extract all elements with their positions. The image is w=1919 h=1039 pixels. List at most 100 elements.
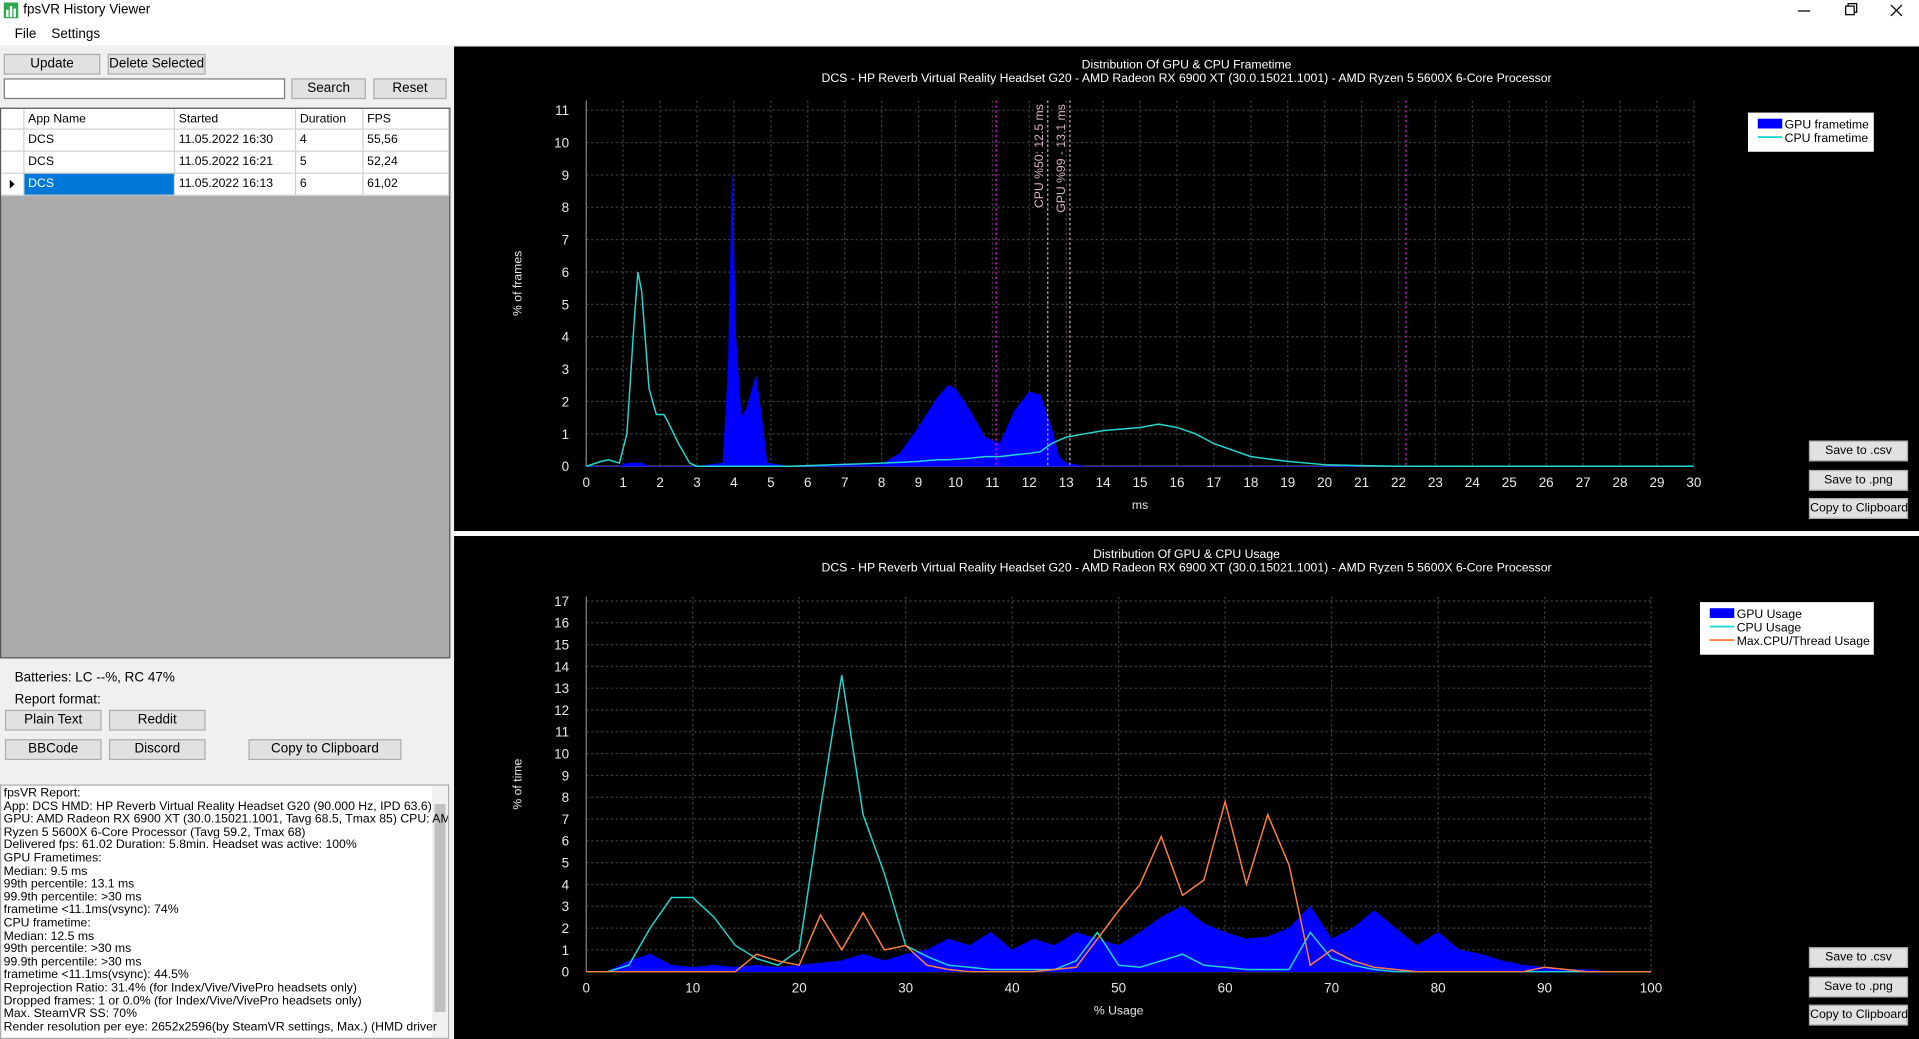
row-header[interactable] xyxy=(1,151,25,174)
row-header[interactable] xyxy=(1,129,25,152)
row-header[interactable] xyxy=(1,173,25,196)
save-csv-button[interactable]: Save to .csv xyxy=(1808,440,1909,462)
y-tick-label: 3 xyxy=(562,362,569,377)
table-cell[interactable]: 61,02 xyxy=(363,173,450,196)
close[interactable] xyxy=(1890,4,1903,17)
x-tick-label: 23 xyxy=(1428,475,1443,490)
y-tick-label: 17 xyxy=(554,594,569,609)
y-axis-label: % of frames xyxy=(510,251,524,316)
report-line: Delivered fps: 61.02 Duration: 5.8min. H… xyxy=(3,838,357,853)
report-line: Median: 12.5 ms xyxy=(3,929,95,944)
table-cell[interactable]: 4 xyxy=(296,129,364,152)
save-png-button[interactable]: Save to .png xyxy=(1808,976,1909,998)
restore[interactable] xyxy=(1845,5,1855,16)
y-tick-label: 11 xyxy=(555,103,569,118)
format-button[interactable]: Reddit xyxy=(108,709,206,731)
y-tick-label: 5 xyxy=(562,297,569,312)
y-tick-label: 8 xyxy=(562,790,569,805)
y-tick-label: 10 xyxy=(554,747,569,762)
y-tick-label: 0 xyxy=(562,459,569,474)
format-button[interactable]: Discord xyxy=(108,739,206,760)
report-line: 99th percentile: >30 ms xyxy=(3,942,132,957)
save-csv-button[interactable]: Save to .csv xyxy=(1808,947,1909,969)
report-line: App: DCS HMD: HP Reverb Virtual Reality … xyxy=(3,799,432,814)
y-tick-label: 7 xyxy=(562,812,569,827)
x-tick-label: 14 xyxy=(1096,475,1111,490)
scroll-thumb[interactable] xyxy=(434,804,446,1013)
x-tick-label: 15 xyxy=(1133,475,1148,490)
table-cell[interactable]: DCS xyxy=(24,151,176,174)
legend-label: CPU frametime xyxy=(1785,131,1869,145)
y-tick-label: 8 xyxy=(562,200,569,215)
menu-item[interactable]: File xyxy=(14,26,37,42)
annotation-label: GPU %99 - 13.1 ms xyxy=(1054,104,1068,213)
x-tick-label: 28 xyxy=(1613,475,1628,490)
y-tick-label: 5 xyxy=(562,856,569,871)
x-axis-label: % Usage xyxy=(1094,1004,1144,1018)
report-text[interactable]: fpsVR Report: App: DCS HMD: HP Reverb Vir… xyxy=(0,784,450,1039)
legend-swatch xyxy=(1757,118,1783,129)
save-png-button[interactable]: Save to .png xyxy=(1808,469,1909,491)
delete-button[interactable]: Delete Selected xyxy=(107,53,206,75)
table-cell[interactable]: DCS xyxy=(24,129,176,152)
table-cell[interactable]: 5 xyxy=(296,151,364,174)
x-tick-label: 50 xyxy=(1111,981,1126,996)
line-series xyxy=(586,271,1694,468)
chart-subtitle: DCS - HP Reverb Virtual Reality Headset … xyxy=(822,71,1552,85)
legend-label: CPU Usage xyxy=(1737,620,1802,634)
table-cell[interactable]: 55,56 xyxy=(363,129,450,152)
x-tick-label: 100 xyxy=(1640,981,1662,996)
x-tick-label: 11 xyxy=(985,475,999,490)
update-button[interactable]: Update xyxy=(3,53,101,75)
x-tick-label: 8 xyxy=(878,475,885,490)
history-table: App Name Started Duration FPS DCS 11.05.2022 … xyxy=(0,107,451,659)
copy-report-button[interactable]: Copy to Clipboard xyxy=(248,739,402,760)
x-tick-label: 30 xyxy=(898,981,913,996)
table-cell[interactable]: 6 xyxy=(296,173,364,196)
x-tick-label: 18 xyxy=(1243,475,1258,490)
x-tick-label: 17 xyxy=(1206,475,1221,490)
report-line: GPU Frametimes: xyxy=(3,851,102,866)
chart-title: Distribution Of GPU & CPU Usage xyxy=(1093,547,1280,561)
x-tick-label: 19 xyxy=(1280,475,1295,490)
x-tick-label: 80 xyxy=(1431,981,1446,996)
report-line: Max. SteamVR SS: 70% xyxy=(3,1007,138,1021)
y-tick-label: 1 xyxy=(562,943,569,958)
column-header: App Name xyxy=(24,108,176,130)
y-tick-label: 4 xyxy=(562,330,570,345)
x-tick-label: 30 xyxy=(1686,475,1701,490)
report-format-label: Report format: xyxy=(14,692,101,708)
x-tick-label: 0 xyxy=(583,981,590,996)
report-line: CPU frametime: xyxy=(3,916,91,931)
legend-label: GPU frametime xyxy=(1785,117,1869,131)
chart-title: Distribution Of GPU & CPU Frametime xyxy=(1082,58,1292,72)
search-button[interactable]: Search xyxy=(291,78,366,100)
format-button[interactable]: Plain Text xyxy=(4,709,102,731)
y-tick-label: 6 xyxy=(562,834,569,849)
table-cell[interactable]: 11.05.2022 16:21 xyxy=(175,151,297,174)
format-button[interactable]: BBCode xyxy=(4,739,102,760)
area-series xyxy=(586,905,1652,973)
reset-button[interactable]: Reset xyxy=(373,78,447,100)
table-cell[interactable]: DCS xyxy=(24,173,176,196)
menu-item[interactable]: Settings xyxy=(51,26,101,42)
report-line: Ryzen 5 5600X 6-Core Processor (Tavg 59.… xyxy=(3,825,306,840)
row-header-corner xyxy=(1,108,25,130)
copy-chart-button[interactable]: Copy to Clipboard xyxy=(1808,1004,1908,1026)
copy-chart-button[interactable]: Copy to Clipboard xyxy=(1808,498,1908,519)
table-cell[interactable]: 11.05.2022 16:13 xyxy=(175,173,297,196)
y-axis-label: % of time xyxy=(510,758,524,809)
x-axis-label: ms xyxy=(1132,498,1148,512)
window-title: fpsVR History Viewer xyxy=(23,2,151,18)
search-input[interactable] xyxy=(3,78,286,100)
y-tick-label: 1 xyxy=(562,427,569,442)
y-tick-label: 16 xyxy=(554,616,569,631)
y-tick-label: 2 xyxy=(562,921,569,936)
scrollbar[interactable] xyxy=(432,785,448,1038)
y-tick-label: 12 xyxy=(554,703,569,718)
table-cell[interactable]: 11.05.2022 16:30 xyxy=(175,129,297,152)
x-tick-label: 20 xyxy=(792,981,807,996)
title-bar: fpsVR History Viewer xyxy=(0,0,1919,23)
table-cell[interactable]: 52,24 xyxy=(363,151,450,174)
